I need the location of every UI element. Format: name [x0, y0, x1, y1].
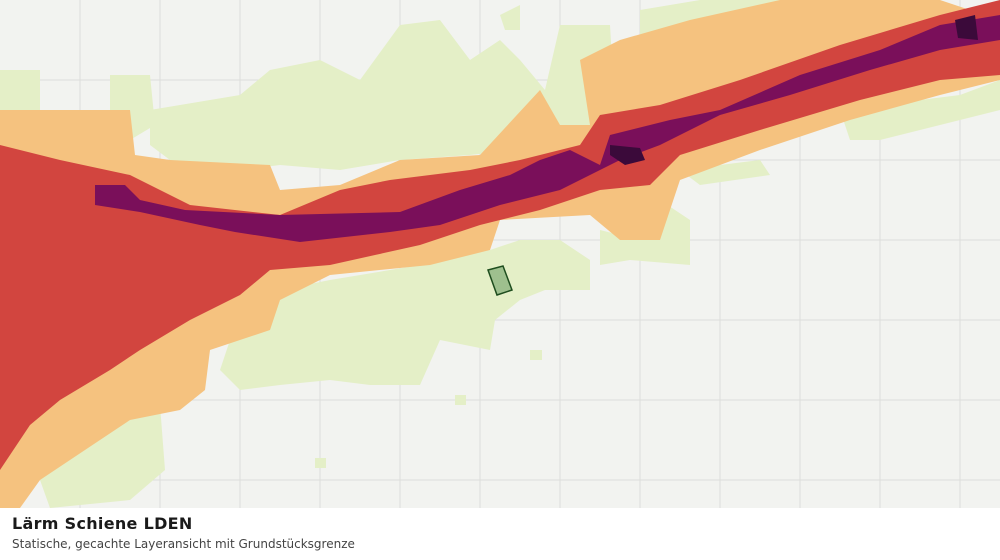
map-view	[0, 0, 1000, 508]
map-caption: Lärm Schiene LDEN Statische, gecachte La…	[0, 508, 1000, 560]
layer-subtitle: Statische, gecachte Layeransicht mit Gru…	[12, 537, 355, 551]
noise-zone-very-high	[95, 15, 1000, 242]
parcel-boundary	[487, 265, 513, 296]
noise-zone-extreme	[610, 15, 978, 165]
noise-zone-high	[0, 0, 1000, 470]
layer-title: Lärm Schiene LDEN	[12, 514, 193, 533]
